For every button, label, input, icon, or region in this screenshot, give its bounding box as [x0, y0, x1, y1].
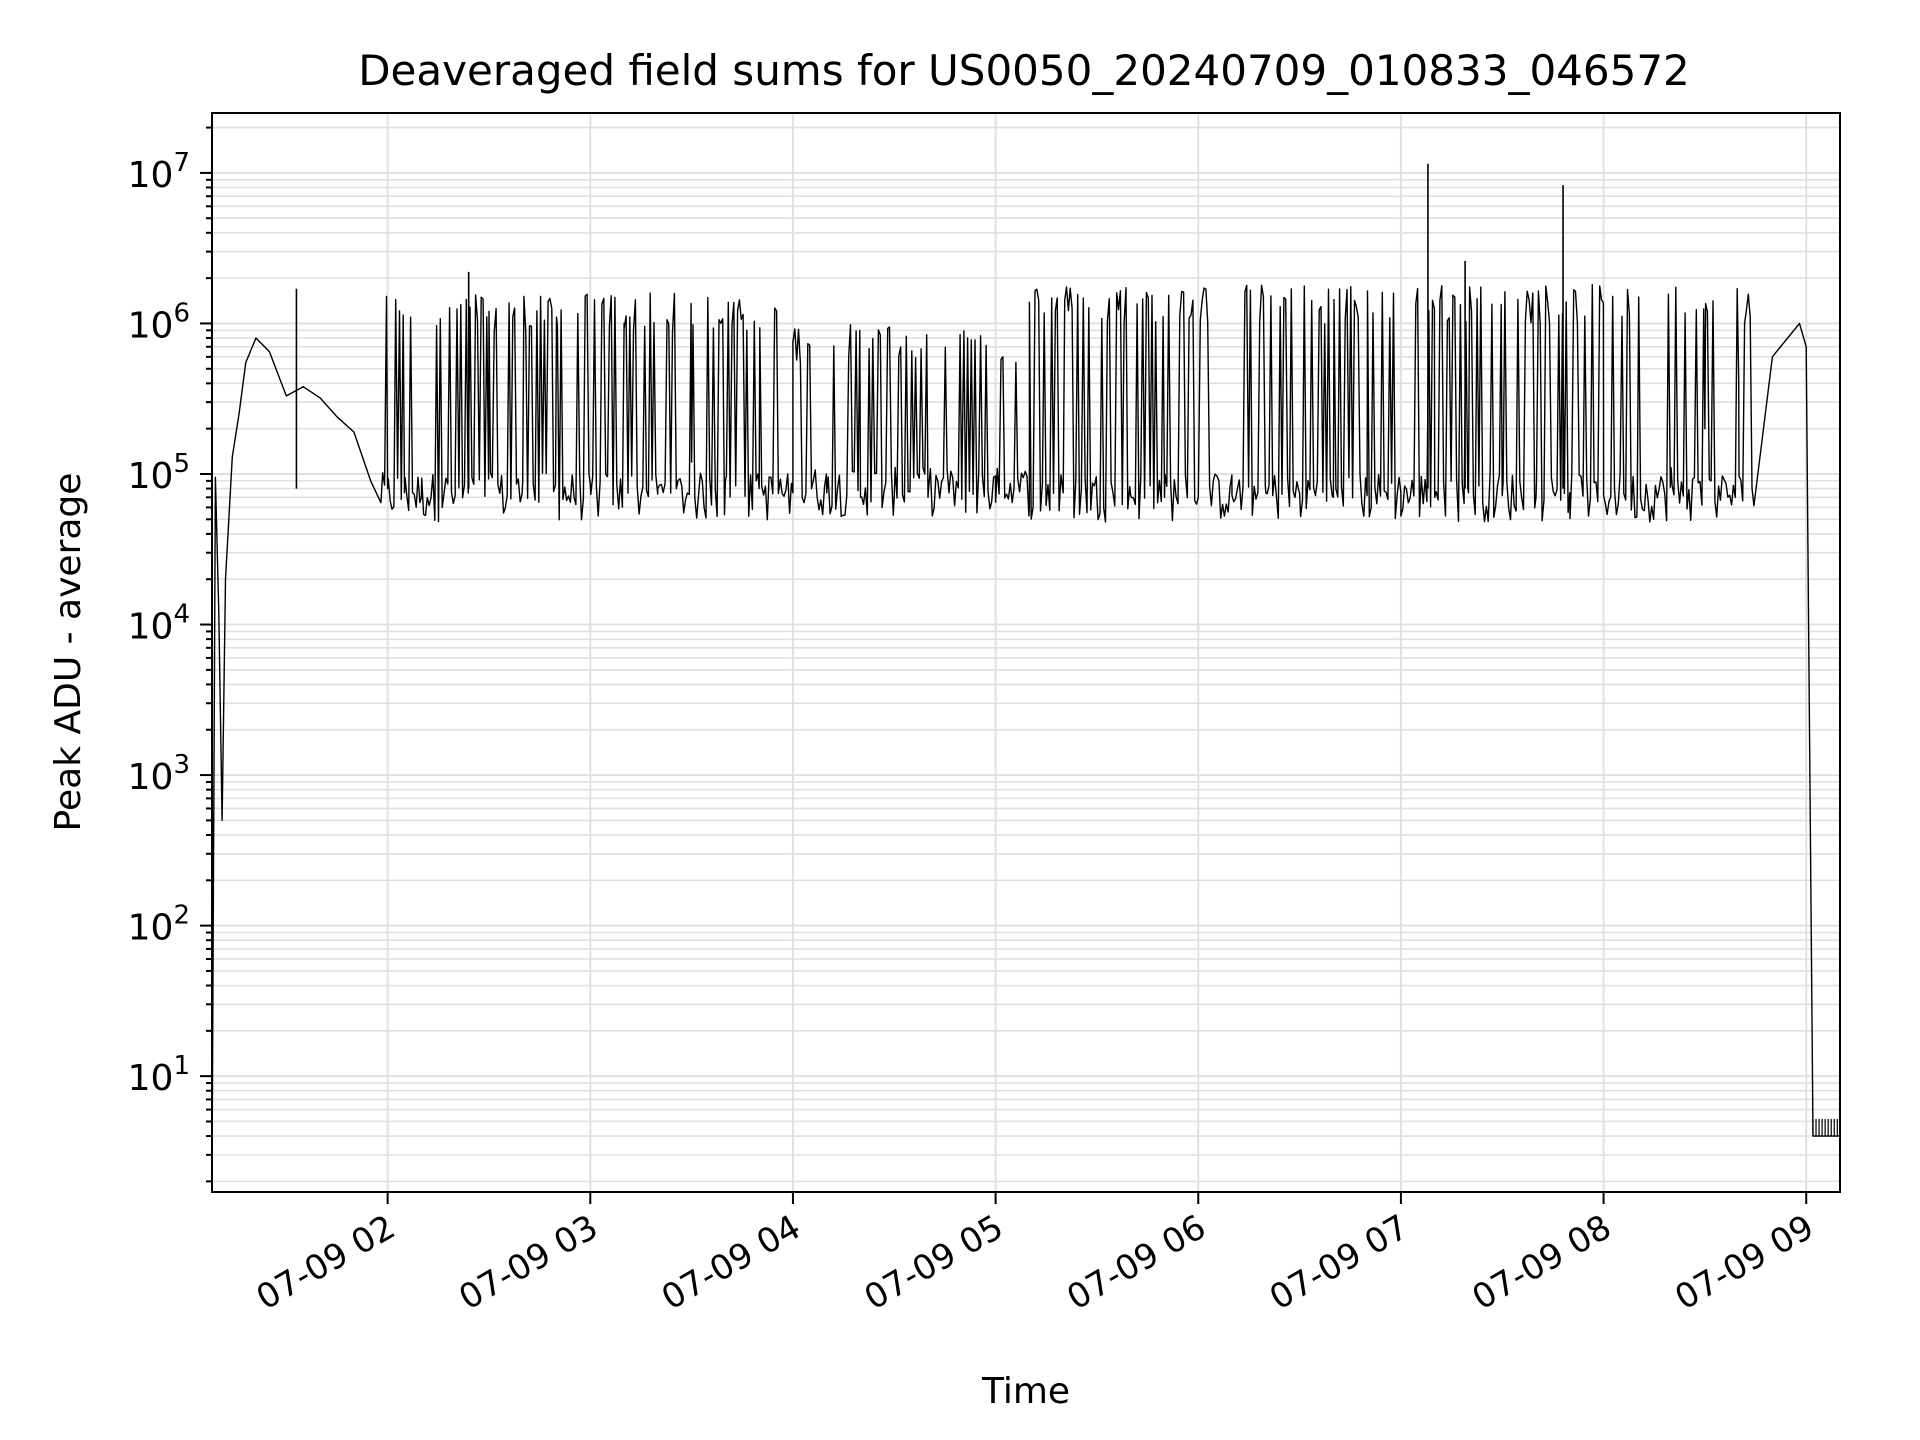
y-tick-label: 101 [128, 1051, 190, 1099]
x-axis: 07-09 02 07-09 03 07-09 04 07-09 05 07-09 06… [250, 1192, 1821, 1318]
y-tick-label: 105 [128, 449, 190, 497]
x-tick-label: 07-09 05 [858, 1207, 1010, 1318]
x-tick-label: 07-09 06 [1060, 1207, 1212, 1318]
y-tick-label: 106 [128, 298, 190, 346]
data-series [211, 163, 1840, 1192]
y-axis-label: Peak ADU - average [48, 473, 89, 832]
y-tick-label: 107 [128, 148, 190, 196]
x-axis-label: Time [981, 1371, 1070, 1412]
y-axis: 101 102 103 104 105 106 107 [128, 126, 212, 1183]
grid [212, 113, 1840, 1192]
y-tick-label: 104 [128, 600, 190, 648]
x-tick-label: 07-09 02 [250, 1207, 402, 1318]
x-tick-label: 07-09 09 [1668, 1207, 1820, 1318]
x-tick-label: 07-09 03 [452, 1207, 604, 1318]
x-tick-label: 07-09 07 [1263, 1207, 1415, 1318]
y-tick-label: 103 [128, 750, 190, 798]
series-line [211, 283, 1840, 1182]
plot-frame [211, 112, 1841, 1193]
y-tick-label: 102 [128, 901, 190, 949]
x-tick-label: 07-09 08 [1466, 1207, 1618, 1318]
chart-title: Deaveraged field sums for US0050_2024070… [358, 46, 1690, 95]
x-tick-label: 07-09 04 [655, 1207, 807, 1318]
